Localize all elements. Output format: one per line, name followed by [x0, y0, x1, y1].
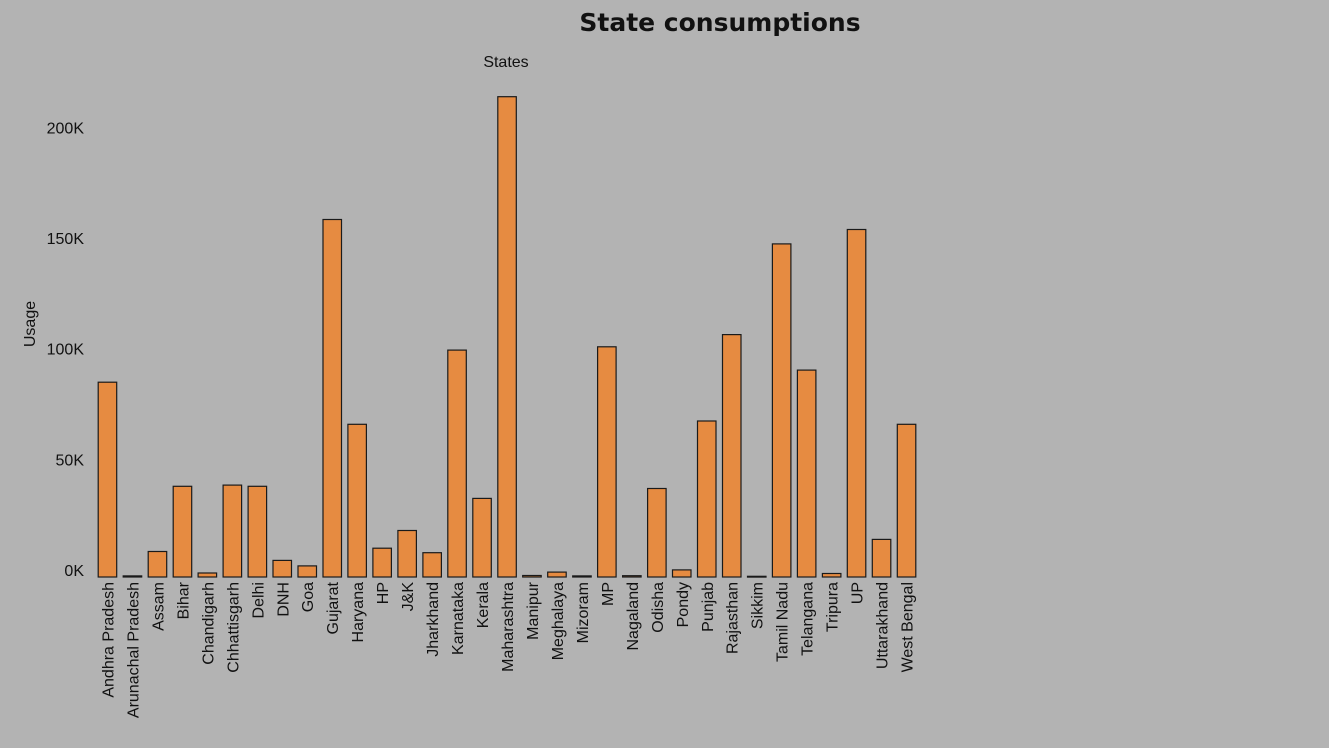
x-tick-label: Karnataka — [450, 582, 467, 655]
x-tick-label: Odisha — [650, 582, 667, 633]
bar — [447, 349, 467, 578]
chart-title: State consumptions — [579, 8, 861, 37]
bar — [572, 575, 592, 578]
bar — [771, 243, 792, 578]
x-tick-label: Manipur — [525, 581, 542, 639]
bar — [422, 552, 442, 578]
x-tick-label: MP — [600, 582, 617, 606]
bar — [272, 559, 293, 578]
bar — [197, 572, 218, 578]
y-tick-label: 0K — [64, 563, 84, 580]
bar — [547, 571, 567, 578]
y-tick-label: 150K — [47, 231, 85, 248]
bar — [397, 529, 417, 578]
bar — [322, 218, 343, 578]
x-tick-label: Delhi — [250, 582, 267, 618]
bar — [222, 484, 243, 578]
bar — [721, 334, 742, 578]
x-tick-label: Bihar — [175, 581, 192, 619]
x-tick-label: Nagaland — [625, 582, 642, 651]
bar — [621, 575, 642, 578]
bar — [696, 420, 717, 578]
x-tick-label: Pondy — [675, 582, 692, 627]
bar — [896, 423, 917, 578]
x-tick-label: UP — [850, 582, 867, 604]
x-tick-label: Goa — [300, 582, 317, 612]
x-tick-label: DNH — [275, 582, 292, 617]
x-tick-label: J&K — [400, 582, 417, 612]
y-tick-label: 200K — [47, 120, 85, 137]
x-tick-label: Assam — [150, 582, 167, 631]
bar — [796, 369, 817, 578]
y-axis-title: Usage — [22, 301, 39, 347]
x-tick-label: Haryana — [350, 582, 367, 643]
x-tick-label: Chhattisgarh — [225, 582, 242, 673]
y-tick-label: 100K — [47, 342, 85, 359]
y-tick-label: 50K — [56, 452, 85, 469]
x-tick-label: Mizoram — [575, 582, 592, 643]
x-tick-label: Tripura — [825, 582, 842, 632]
bar — [846, 228, 867, 578]
bar — [671, 569, 692, 578]
x-tick-label: Telangana — [800, 582, 817, 656]
bar — [821, 572, 842, 578]
x-tick-label: Gujarat — [325, 581, 342, 634]
bar — [122, 575, 143, 578]
x-tick-label: Tamil Nadu — [775, 582, 792, 662]
y-axis: 0K 50K 100K 150K 200K — [47, 120, 85, 580]
column-header: States — [483, 54, 528, 71]
bar — [646, 487, 667, 578]
bar — [172, 485, 193, 578]
bar — [97, 381, 118, 578]
x-tick-label: HP — [375, 582, 392, 604]
x-tick-label: Rajasthan — [725, 582, 742, 654]
bar — [147, 550, 168, 578]
x-tick-label: West Bengal — [900, 582, 917, 672]
bar — [247, 485, 268, 578]
bars — [97, 96, 917, 578]
bar — [871, 538, 892, 578]
x-tick-label: Uttarakhand — [875, 582, 892, 669]
bar — [347, 423, 367, 578]
x-tick-label: Meghalaya — [550, 582, 567, 660]
bar — [297, 565, 318, 578]
x-tick-label: Andhra Pradesh — [101, 582, 118, 698]
x-axis: Andhra Pradesh Arunachal Pradesh Assam Biha… — [101, 581, 917, 718]
bar — [522, 574, 542, 578]
x-tick-label: Sikkim — [750, 582, 767, 629]
x-tick-label: Chandigarh — [200, 582, 217, 665]
bar — [596, 346, 617, 578]
x-tick-label: Arunachal Pradesh — [126, 582, 143, 718]
x-tick-label: Maharashtra — [500, 582, 517, 672]
bar — [746, 575, 767, 578]
bar — [372, 547, 392, 578]
x-tick-label: Jharkhand — [425, 582, 442, 657]
bar — [472, 497, 492, 578]
bar — [497, 96, 517, 578]
x-tick-label: Punjab — [700, 582, 717, 632]
x-tick-label: Kerala — [475, 582, 492, 628]
